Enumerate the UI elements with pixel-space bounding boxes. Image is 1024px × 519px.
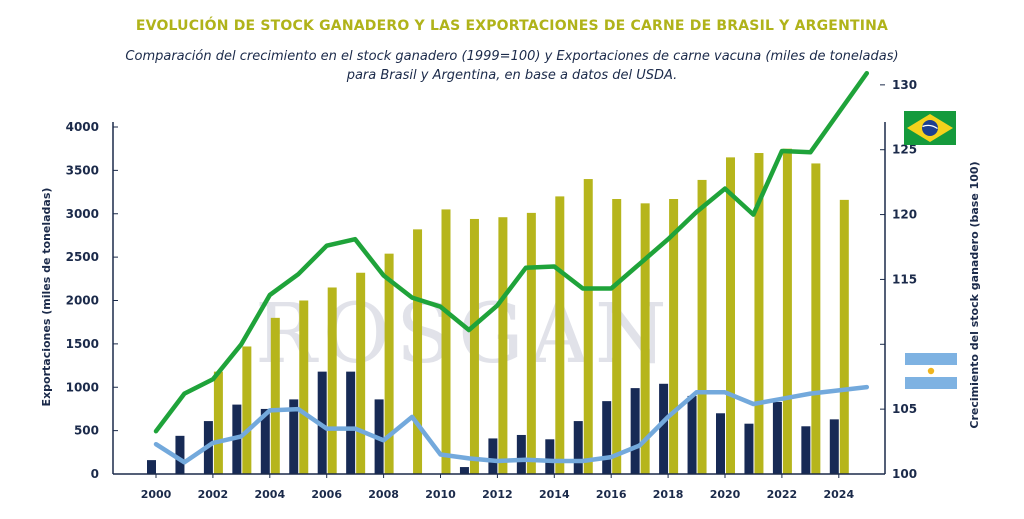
left-tick-label: 0 [91,467,99,481]
bar-brasil-exports [782,148,792,474]
chart-title: EVOLUCIÓN DE STOCK GANADERO Y LAS EXPORT… [135,18,889,34]
right-tick-label: 130 [892,78,917,92]
x-tick-label: 2010 [425,488,456,501]
bar-brasil-exports [754,153,764,474]
left-tick-label: 4000 [66,120,99,134]
bar-argentina-exports [772,401,782,474]
bar-argentina-exports [744,423,754,474]
bar-brasil-exports [612,199,622,474]
axes-group: 0 500 1000 1500 2000 2500 3000 3500 4000 100 105 11… [66,78,917,501]
bar-brasil-exports [839,199,849,474]
right-tick-label: 120 [892,208,917,222]
lines-group [153,70,870,465]
bar-argentina-exports [488,438,498,474]
chart-subtitle: Comparación del crecimiento en el stock … [0,47,1024,85]
bar-brasil-exports [526,212,536,474]
bar-brasil-exports [441,209,451,474]
bar-argentina-exports [545,439,555,474]
left-tick-label: 3500 [66,163,99,177]
x-tick-label: 2014 [539,488,570,501]
bar-brasil-exports [697,179,707,475]
bar-brasil-exports [213,371,223,474]
bar-argentina-exports [801,426,811,474]
bar-argentina-exports [829,419,839,474]
left-tick-label: 3000 [66,207,99,221]
x-tick-label: 2020 [710,488,741,501]
x-tick-label: 2008 [368,488,399,501]
bar-argentina-exports [630,388,640,474]
x-tick-label: 2004 [254,488,285,501]
right-axis-label: Crecimiento del stock ganadero (base 100… [968,161,981,428]
watermark-text: ROSGAN [255,287,673,382]
x-tick-label: 2016 [596,488,627,501]
left-axis-label: Exportaciones (miles de toneladas) [40,188,53,407]
bar-brasil-exports [413,229,423,474]
bar-brasil-exports [356,272,366,474]
left-tick-label: 2500 [66,250,99,264]
bar-argentina-exports [602,401,612,474]
bar-argentina-exports [573,421,583,474]
argentina-flag [905,353,957,389]
right-tick-label: 125 [892,143,917,157]
right-tick-label: 115 [892,272,917,286]
bar-argentina-exports [716,413,725,474]
bar-brasil-exports [555,196,565,474]
left-tick-label: 500 [74,424,99,438]
bar-argentina-exports [175,435,185,474]
x-tick-label: 2024 [823,488,854,501]
bar-brasil-exports [640,203,650,474]
bar-argentina-exports [289,399,299,474]
bar-brasil-exports [242,346,252,474]
bar-argentina-exports [147,460,156,474]
x-tick-label: 2006 [311,488,342,501]
left-tick-label: 1500 [66,337,99,351]
bars-group [147,148,849,475]
bar-argentina-exports [459,467,469,474]
x-tick-label: 2022 [767,488,798,501]
chart-subtitle-line2: para Brasil y Argentina, en base a datos… [346,68,678,83]
bar-brasil-exports [270,317,280,474]
bar-brasil-exports [726,157,735,475]
bar-argentina-exports [260,408,270,474]
bar-argentina-exports [687,395,697,474]
bar-argentina-exports [659,383,669,474]
chart-subtitle-line1: Comparación del crecimiento en el stock … [125,49,899,64]
x-tick-label: 2012 [482,488,513,501]
line-brasil-stock [153,70,870,434]
bar-brasil-exports [669,199,679,474]
bar-brasil-exports [469,218,479,474]
x-tick-label: 2002 [198,488,229,501]
right-tick-label: 105 [892,402,917,416]
line-argentina-stock [153,384,870,465]
bar-brasil-exports [327,287,337,474]
bar-brasil-exports [498,217,508,474]
bar-brasil-exports [811,163,821,474]
brazil-flag [904,111,956,145]
bar-brasil-exports [583,179,593,475]
left-tick-label: 1000 [66,380,99,394]
bar-argentina-exports [346,371,356,474]
left-tick-label: 2000 [66,294,99,308]
bar-brasil-exports [384,253,394,474]
bar-brasil-exports [299,300,309,474]
right-tick-label: 100 [892,467,917,481]
bar-argentina-exports [516,434,526,474]
x-tick-label: 2000 [141,488,172,501]
x-tick-label: 2018 [653,488,684,501]
